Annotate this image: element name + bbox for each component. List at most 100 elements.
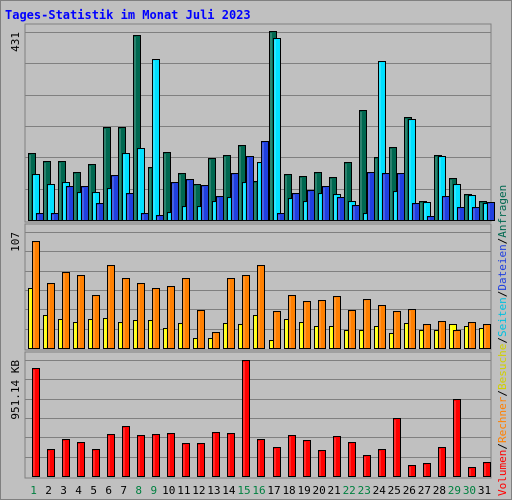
legend-separator: / xyxy=(496,291,509,298)
day-label-14: 14 xyxy=(222,484,236,497)
bar-dateien-day-21 xyxy=(337,197,345,221)
bar-volumen-day-17 xyxy=(273,447,281,477)
bar-dateien-day-1 xyxy=(36,213,44,221)
legend-item-volumen: Volumen xyxy=(496,450,509,496)
bar-rechner-day-5 xyxy=(92,295,100,349)
bar-dateien-day-28 xyxy=(442,196,450,221)
day-label-15: 15 xyxy=(237,484,250,497)
plot-frame xyxy=(24,23,492,223)
bar-rechner-day-20 xyxy=(318,300,326,349)
bar-dateien-day-6 xyxy=(111,175,119,221)
bar-dateien-day-16 xyxy=(261,141,269,221)
day-label-22: 22 xyxy=(343,484,356,497)
legend-item-dateien: Dateien xyxy=(496,244,509,290)
day-label-4: 4 xyxy=(75,484,82,497)
bar-volumen-day-24 xyxy=(378,449,386,477)
bar-volumen-day-20 xyxy=(318,450,326,477)
day-label-3: 3 xyxy=(60,484,67,497)
bar-rechner-day-25 xyxy=(393,311,401,349)
bar-rechner-day-22 xyxy=(348,310,356,349)
bar-volumen-day-3 xyxy=(62,439,70,477)
bar-rechner-day-29 xyxy=(453,330,461,349)
panel-hits: 431 xyxy=(9,23,495,223)
bar-dateien-day-27 xyxy=(427,216,435,221)
bar-dateien-day-22 xyxy=(352,205,360,221)
bar-volumen-day-1 xyxy=(32,368,40,477)
day-label-13: 13 xyxy=(207,484,220,497)
day-label-8: 8 xyxy=(135,484,142,497)
bar-rechner-day-16 xyxy=(257,265,265,349)
bar-volumen-day-19 xyxy=(303,440,311,477)
bar-rechner-day-26 xyxy=(408,309,416,349)
day-label-26: 26 xyxy=(403,484,416,497)
bar-dateien-day-20 xyxy=(322,186,330,221)
bar-rechner-day-7 xyxy=(122,278,130,349)
panel-visits: 107 xyxy=(9,223,492,351)
bar-rechner-day-8 xyxy=(137,283,145,349)
day-label-30: 30 xyxy=(463,484,476,497)
bar-volumen-day-25 xyxy=(393,418,401,477)
bar-dateien-day-15 xyxy=(246,156,254,221)
y-max-label: 107 xyxy=(9,232,22,252)
day-label-27: 27 xyxy=(418,484,431,497)
bar-volumen-day-14 xyxy=(227,433,235,477)
bar-rechner-day-2 xyxy=(47,283,55,349)
bar-volumen-day-29 xyxy=(453,399,461,477)
legend-item-besuche: Besuche xyxy=(496,344,509,390)
bar-dateien-day-3 xyxy=(66,186,74,221)
bar-dateien-day-4 xyxy=(81,186,89,221)
bar-dateien-day-14 xyxy=(231,173,239,221)
legend: Volumen/Rechner/Besuche/Seiten/Dateien/A… xyxy=(496,185,509,496)
day-label-31: 31 xyxy=(478,484,491,497)
bar-rechner-day-1 xyxy=(32,241,40,349)
plot-frame xyxy=(24,351,492,479)
bar-volumen-day-26 xyxy=(408,465,416,477)
bar-volumen-day-8 xyxy=(137,435,145,477)
day-label-5: 5 xyxy=(90,484,97,497)
day-axis: 1 2 3 4 5 6 7 8 9 10 11 12 13 14 15 16 17 18 19 20 21 22 23 24 2… xyxy=(30,484,491,497)
day-label-19: 19 xyxy=(297,484,310,497)
legend-item-anfragen: Anfragen xyxy=(496,185,509,238)
bar-rechner-day-15 xyxy=(242,275,250,349)
bar-dateien-day-25 xyxy=(397,173,405,221)
bar-volumen-day-28 xyxy=(438,447,446,477)
bar-volumen-day-11 xyxy=(182,443,190,477)
bar-volumen-day-23 xyxy=(363,455,371,477)
bar-dateien-day-11 xyxy=(186,179,194,221)
bar-volumen-day-12 xyxy=(197,443,205,477)
day-label-23: 23 xyxy=(358,484,371,497)
bar-volumen-day-4 xyxy=(77,442,85,477)
day-label-12: 12 xyxy=(192,484,205,497)
bar-rechner-day-30 xyxy=(468,322,476,349)
bar-dateien-day-7 xyxy=(126,193,134,221)
bar-volumen-day-5 xyxy=(92,449,100,477)
plot-frame xyxy=(24,223,492,351)
bar-dateien-day-19 xyxy=(307,190,315,221)
bar-volumen-day-2 xyxy=(47,449,55,477)
bar-rechner-day-10 xyxy=(167,286,175,349)
day-label-18: 18 xyxy=(282,484,295,497)
bar-volumen-day-18 xyxy=(288,435,296,477)
bar-dateien-day-29 xyxy=(457,207,465,221)
bar-dateien-day-9 xyxy=(156,215,164,221)
legend-item-rechner: Rechner xyxy=(496,396,509,443)
day-label-24: 24 xyxy=(373,484,387,497)
bar-rechner-day-3 xyxy=(62,272,70,349)
bar-volumen-day-27 xyxy=(423,463,431,477)
bar-dateien-day-18 xyxy=(292,193,300,221)
bar-rechner-day-21 xyxy=(333,296,341,349)
day-label-16: 16 xyxy=(252,484,265,497)
bar-dateien-day-17 xyxy=(277,213,285,221)
legend-separator: / xyxy=(496,238,509,245)
day-label-10: 10 xyxy=(162,484,175,497)
chart-title: Tages-Statistik im Monat Juli 2023 xyxy=(5,8,251,22)
bar-dateien-day-23 xyxy=(367,172,375,221)
legend-separator: / xyxy=(496,390,509,397)
bar-volumen-day-21 xyxy=(333,436,341,477)
bar-volumen-day-30 xyxy=(468,467,476,477)
bar-rechner-day-14 xyxy=(227,278,235,349)
day-label-2: 2 xyxy=(45,484,52,497)
bar-dateien-day-2 xyxy=(51,213,59,221)
day-label-9: 9 xyxy=(150,484,157,497)
